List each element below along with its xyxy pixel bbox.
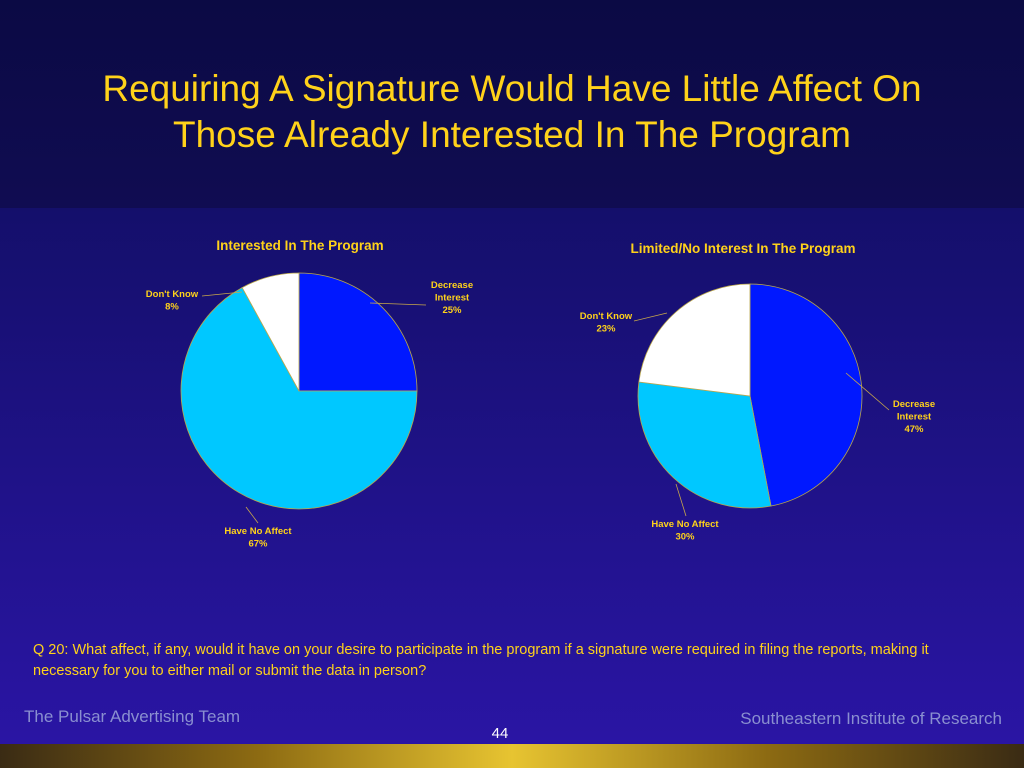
slide-title: Requiring A Signature Would Have Little … bbox=[40, 66, 984, 158]
slice-label: Don't Know 23% bbox=[580, 311, 633, 335]
slice-label: Have No Affect 67% bbox=[224, 526, 292, 550]
leader-line bbox=[845, 372, 890, 411]
leader-line bbox=[675, 483, 687, 517]
title-band bbox=[0, 0, 1024, 208]
slice-label: Decrease Interest 25% bbox=[431, 280, 473, 316]
pie-chart-interested: Interested In The Program Decrease Interes… bbox=[146, 238, 473, 550]
pie-slice bbox=[638, 283, 751, 397]
slice-label: Don't Know 8% bbox=[146, 289, 199, 313]
question-text: Q 20: What affect, if any, would it have… bbox=[33, 642, 929, 679]
pie-chart-limited-interest: Limited/No Interest In The Program Decrea… bbox=[580, 241, 935, 543]
leader-line bbox=[245, 506, 259, 524]
chart-title: Limited/No Interest In The Program bbox=[630, 241, 855, 256]
pie-charts: Interested In The Program Decrease Interes… bbox=[146, 238, 935, 550]
content-band bbox=[0, 208, 1024, 744]
slide-title-line-1: Requiring A Signature Would Have Little … bbox=[102, 68, 922, 109]
leader-line bbox=[369, 302, 427, 306]
footer-bar bbox=[0, 744, 1024, 768]
footer-team-name: The Pulsar Advertising Team bbox=[24, 707, 241, 726]
page-number: 44 bbox=[491, 725, 509, 742]
pie-slice bbox=[180, 287, 418, 510]
slide-title-line-2: Those Already Interested In The Program bbox=[172, 114, 851, 155]
pie-slice bbox=[241, 272, 300, 392]
leader-line bbox=[633, 312, 668, 322]
leader-line bbox=[201, 291, 243, 297]
footer-institute-name: Southeastern Institute of Research bbox=[740, 709, 1002, 728]
pie-slice bbox=[749, 283, 863, 507]
chart-title: Interested In The Program bbox=[216, 238, 383, 253]
slice-label: Have No Affect 30% bbox=[651, 519, 719, 543]
pie-slice bbox=[637, 381, 772, 509]
slice-label: Decrease Interest 47% bbox=[893, 399, 935, 435]
pie-slice bbox=[298, 272, 418, 392]
